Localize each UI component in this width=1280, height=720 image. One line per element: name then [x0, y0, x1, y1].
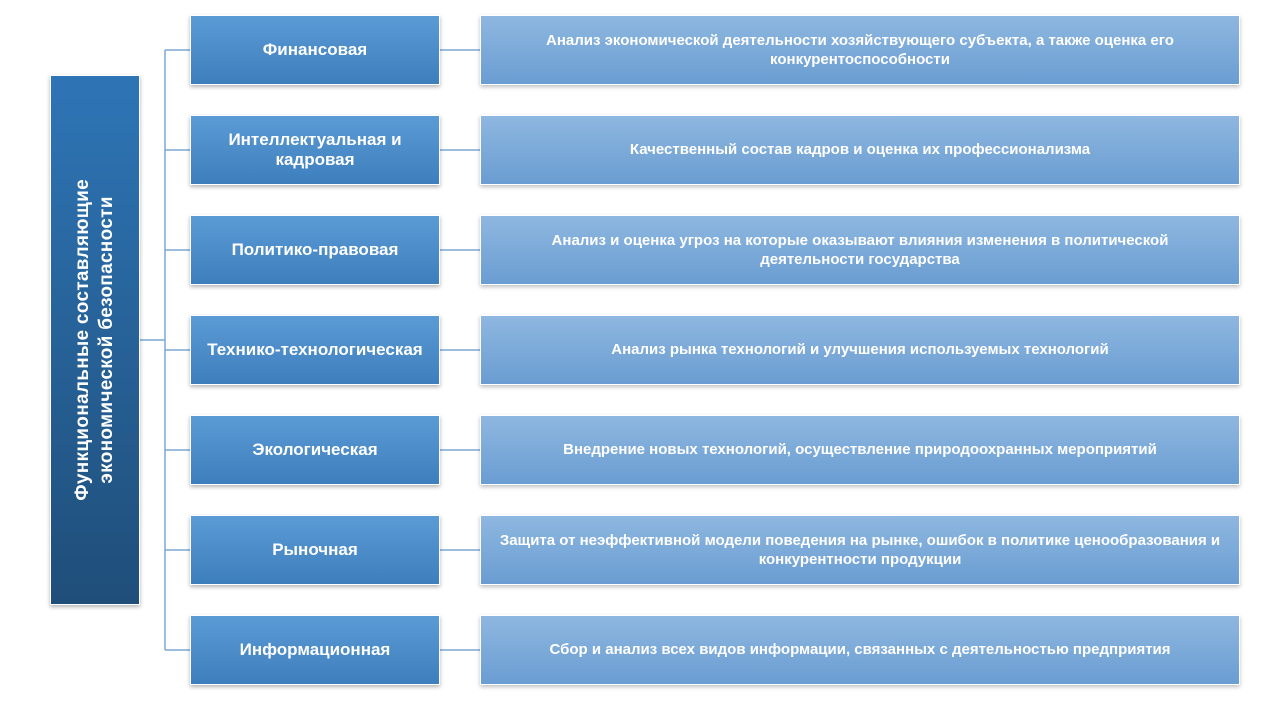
root-node: Функциональные составляющие экономическо… — [50, 75, 140, 605]
category-node-2: Политико-правовая — [190, 215, 440, 285]
category-label: Информационная — [240, 640, 391, 660]
description-label: Защита от неэффективной модели поведения… — [499, 531, 1221, 570]
category-node-1: Интеллектуальная и кадровая — [190, 115, 440, 185]
category-label: Финансовая — [263, 40, 367, 60]
description-node-5: Защита от неэффективной модели поведения… — [480, 515, 1240, 585]
category-label: Интеллектуальная и кадровая — [203, 130, 427, 171]
category-node-6: Информационная — [190, 615, 440, 685]
description-node-4: Внедрение новых технологий, осуществлени… — [480, 415, 1240, 485]
category-label: Экологическая — [252, 440, 377, 460]
description-label: Сбор и анализ всех видов информации, свя… — [549, 640, 1170, 660]
root-label: Функциональные составляющие экономическо… — [71, 179, 119, 501]
description-node-2: Анализ и оценка угроз на которые оказыва… — [480, 215, 1240, 285]
description-label: Внедрение новых технологий, осуществлени… — [563, 440, 1157, 460]
description-label: Анализ рынка технологий и улучшения испо… — [611, 340, 1108, 360]
description-label: Анализ экономической деятельности хозяйс… — [499, 31, 1221, 70]
description-node-1: Качественный состав кадров и оценка их п… — [480, 115, 1240, 185]
description-label: Анализ и оценка угроз на которые оказыва… — [499, 231, 1221, 270]
description-node-0: Анализ экономической деятельности хозяйс… — [480, 15, 1240, 85]
category-node-4: Экологическая — [190, 415, 440, 485]
economic-security-diagram: Функциональные составляющие экономическо… — [0, 0, 1280, 720]
category-node-3: Технико-технологическая — [190, 315, 440, 385]
category-node-5: Рыночная — [190, 515, 440, 585]
category-label: Политико-правовая — [232, 240, 399, 260]
category-label: Технико-технологическая — [207, 340, 422, 360]
description-node-3: Анализ рынка технологий и улучшения испо… — [480, 315, 1240, 385]
description-label: Качественный состав кадров и оценка их п… — [630, 140, 1090, 160]
description-node-6: Сбор и анализ всех видов информации, свя… — [480, 615, 1240, 685]
category-label: Рыночная — [272, 540, 358, 560]
category-node-0: Финансовая — [190, 15, 440, 85]
